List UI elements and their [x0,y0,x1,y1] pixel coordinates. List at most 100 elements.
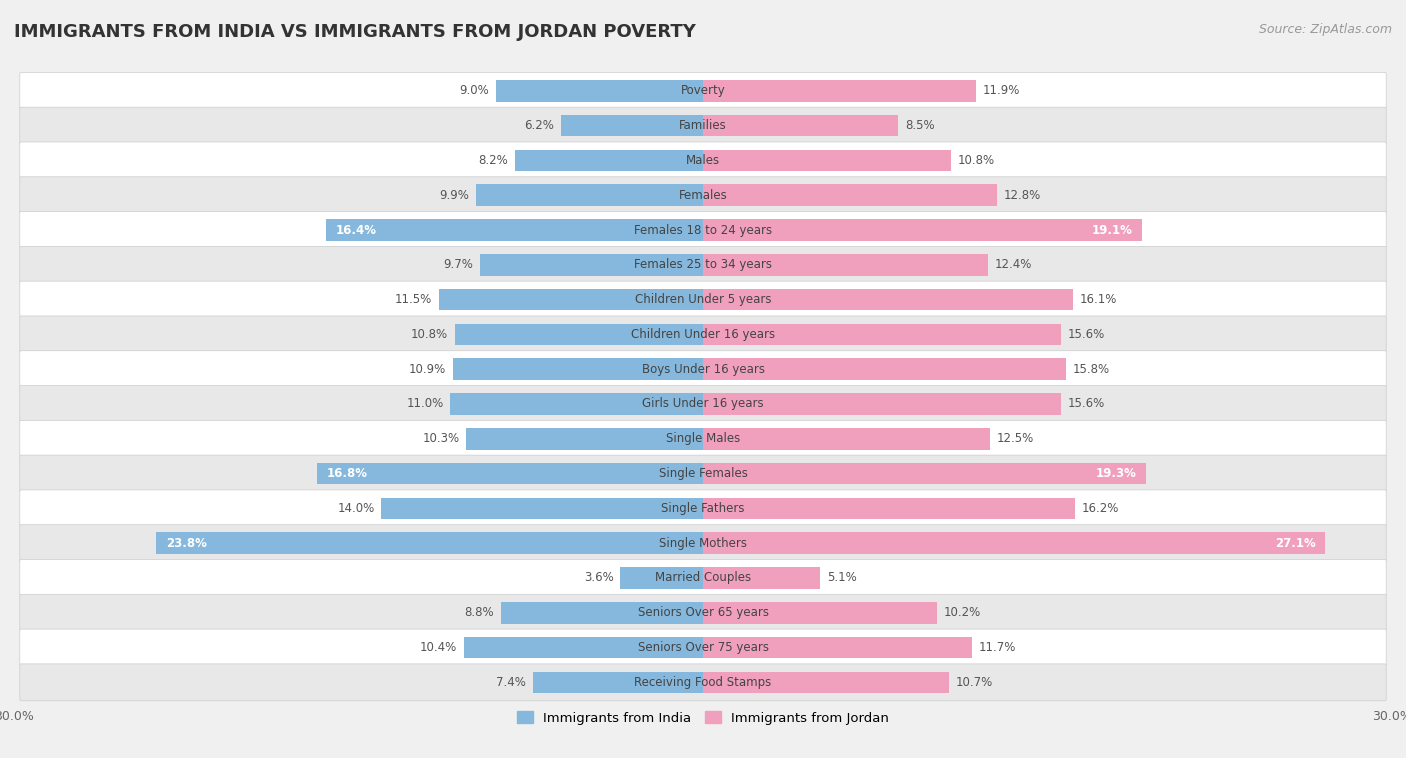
Text: 10.3%: 10.3% [422,432,460,445]
Legend: Immigrants from India, Immigrants from Jordan: Immigrants from India, Immigrants from J… [512,706,894,730]
Bar [703,497,1076,519]
FancyBboxPatch shape [20,629,1386,666]
FancyBboxPatch shape [20,455,1386,492]
Text: 8.8%: 8.8% [464,606,494,619]
Text: Children Under 5 years: Children Under 5 years [634,293,772,306]
Text: 16.1%: 16.1% [1080,293,1116,306]
Text: 23.8%: 23.8% [166,537,207,550]
Text: Girls Under 16 years: Girls Under 16 years [643,397,763,411]
Bar [501,602,703,624]
Bar [703,602,938,624]
FancyBboxPatch shape [20,664,1386,700]
FancyBboxPatch shape [20,73,1386,109]
Text: 7.4%: 7.4% [496,676,526,689]
Bar [456,324,703,345]
Text: 14.0%: 14.0% [337,502,374,515]
Text: 10.2%: 10.2% [945,606,981,619]
Text: 11.9%: 11.9% [983,84,1021,97]
Bar [496,80,703,102]
Bar [453,359,703,380]
Text: 16.4%: 16.4% [336,224,377,236]
Text: 8.2%: 8.2% [478,154,508,167]
Bar [381,497,703,519]
Bar [703,254,988,276]
Text: 16.8%: 16.8% [326,467,367,480]
FancyBboxPatch shape [20,490,1386,527]
Text: Single Females: Single Females [658,467,748,480]
Text: 27.1%: 27.1% [1275,537,1316,550]
Text: 5.1%: 5.1% [827,572,856,584]
Text: 10.9%: 10.9% [409,362,446,376]
FancyBboxPatch shape [20,211,1386,249]
Bar [703,672,949,693]
Text: Families: Families [679,119,727,132]
Text: 9.7%: 9.7% [443,258,474,271]
Bar [464,637,703,658]
Bar [439,289,703,310]
Bar [703,393,1062,415]
FancyBboxPatch shape [20,246,1386,283]
Text: Receiving Food Stamps: Receiving Food Stamps [634,676,772,689]
Bar [703,219,1142,241]
Bar [703,428,990,449]
Bar [703,359,1066,380]
Text: 12.4%: 12.4% [994,258,1032,271]
Bar [533,672,703,693]
Text: Single Fathers: Single Fathers [661,502,745,515]
FancyBboxPatch shape [20,386,1386,422]
Text: 3.6%: 3.6% [583,572,613,584]
Bar [703,289,1073,310]
Text: 10.8%: 10.8% [411,328,449,341]
Bar [703,532,1326,554]
Text: 11.0%: 11.0% [406,397,443,411]
FancyBboxPatch shape [20,351,1386,387]
Text: 10.8%: 10.8% [957,154,995,167]
Bar [318,463,703,484]
FancyBboxPatch shape [20,421,1386,457]
Text: Single Mothers: Single Mothers [659,537,747,550]
FancyBboxPatch shape [20,281,1386,318]
Bar [703,115,898,136]
Text: 15.6%: 15.6% [1069,397,1105,411]
Text: Females 25 to 34 years: Females 25 to 34 years [634,258,772,271]
FancyBboxPatch shape [20,177,1386,214]
Text: 11.7%: 11.7% [979,641,1017,654]
Text: Single Males: Single Males [666,432,740,445]
Bar [561,115,703,136]
Text: 19.3%: 19.3% [1097,467,1137,480]
Bar [703,324,1062,345]
Text: 10.7%: 10.7% [956,676,993,689]
Text: Females: Females [679,189,727,202]
Text: Children Under 16 years: Children Under 16 years [631,328,775,341]
Bar [475,184,703,206]
Bar [467,428,703,449]
Bar [703,184,997,206]
Bar [515,149,703,171]
FancyBboxPatch shape [20,594,1386,631]
Text: IMMIGRANTS FROM INDIA VS IMMIGRANTS FROM JORDAN POVERTY: IMMIGRANTS FROM INDIA VS IMMIGRANTS FROM… [14,23,696,41]
Bar [620,567,703,589]
Text: 9.0%: 9.0% [460,84,489,97]
Text: 12.5%: 12.5% [997,432,1035,445]
FancyBboxPatch shape [20,142,1386,179]
Text: 12.8%: 12.8% [1004,189,1040,202]
Bar [703,567,820,589]
Text: Boys Under 16 years: Boys Under 16 years [641,362,765,376]
Text: Seniors Over 75 years: Seniors Over 75 years [637,641,769,654]
FancyBboxPatch shape [20,107,1386,144]
Bar [703,149,950,171]
Text: 8.5%: 8.5% [905,119,935,132]
Text: 9.9%: 9.9% [439,189,468,202]
Text: 15.8%: 15.8% [1073,362,1109,376]
Bar [156,532,703,554]
Bar [326,219,703,241]
Text: 16.2%: 16.2% [1083,502,1119,515]
Text: 6.2%: 6.2% [524,119,554,132]
Text: Poverty: Poverty [681,84,725,97]
FancyBboxPatch shape [20,559,1386,597]
FancyBboxPatch shape [20,525,1386,562]
Text: 15.6%: 15.6% [1069,328,1105,341]
Text: Females 18 to 24 years: Females 18 to 24 years [634,224,772,236]
Bar [703,80,976,102]
Bar [450,393,703,415]
